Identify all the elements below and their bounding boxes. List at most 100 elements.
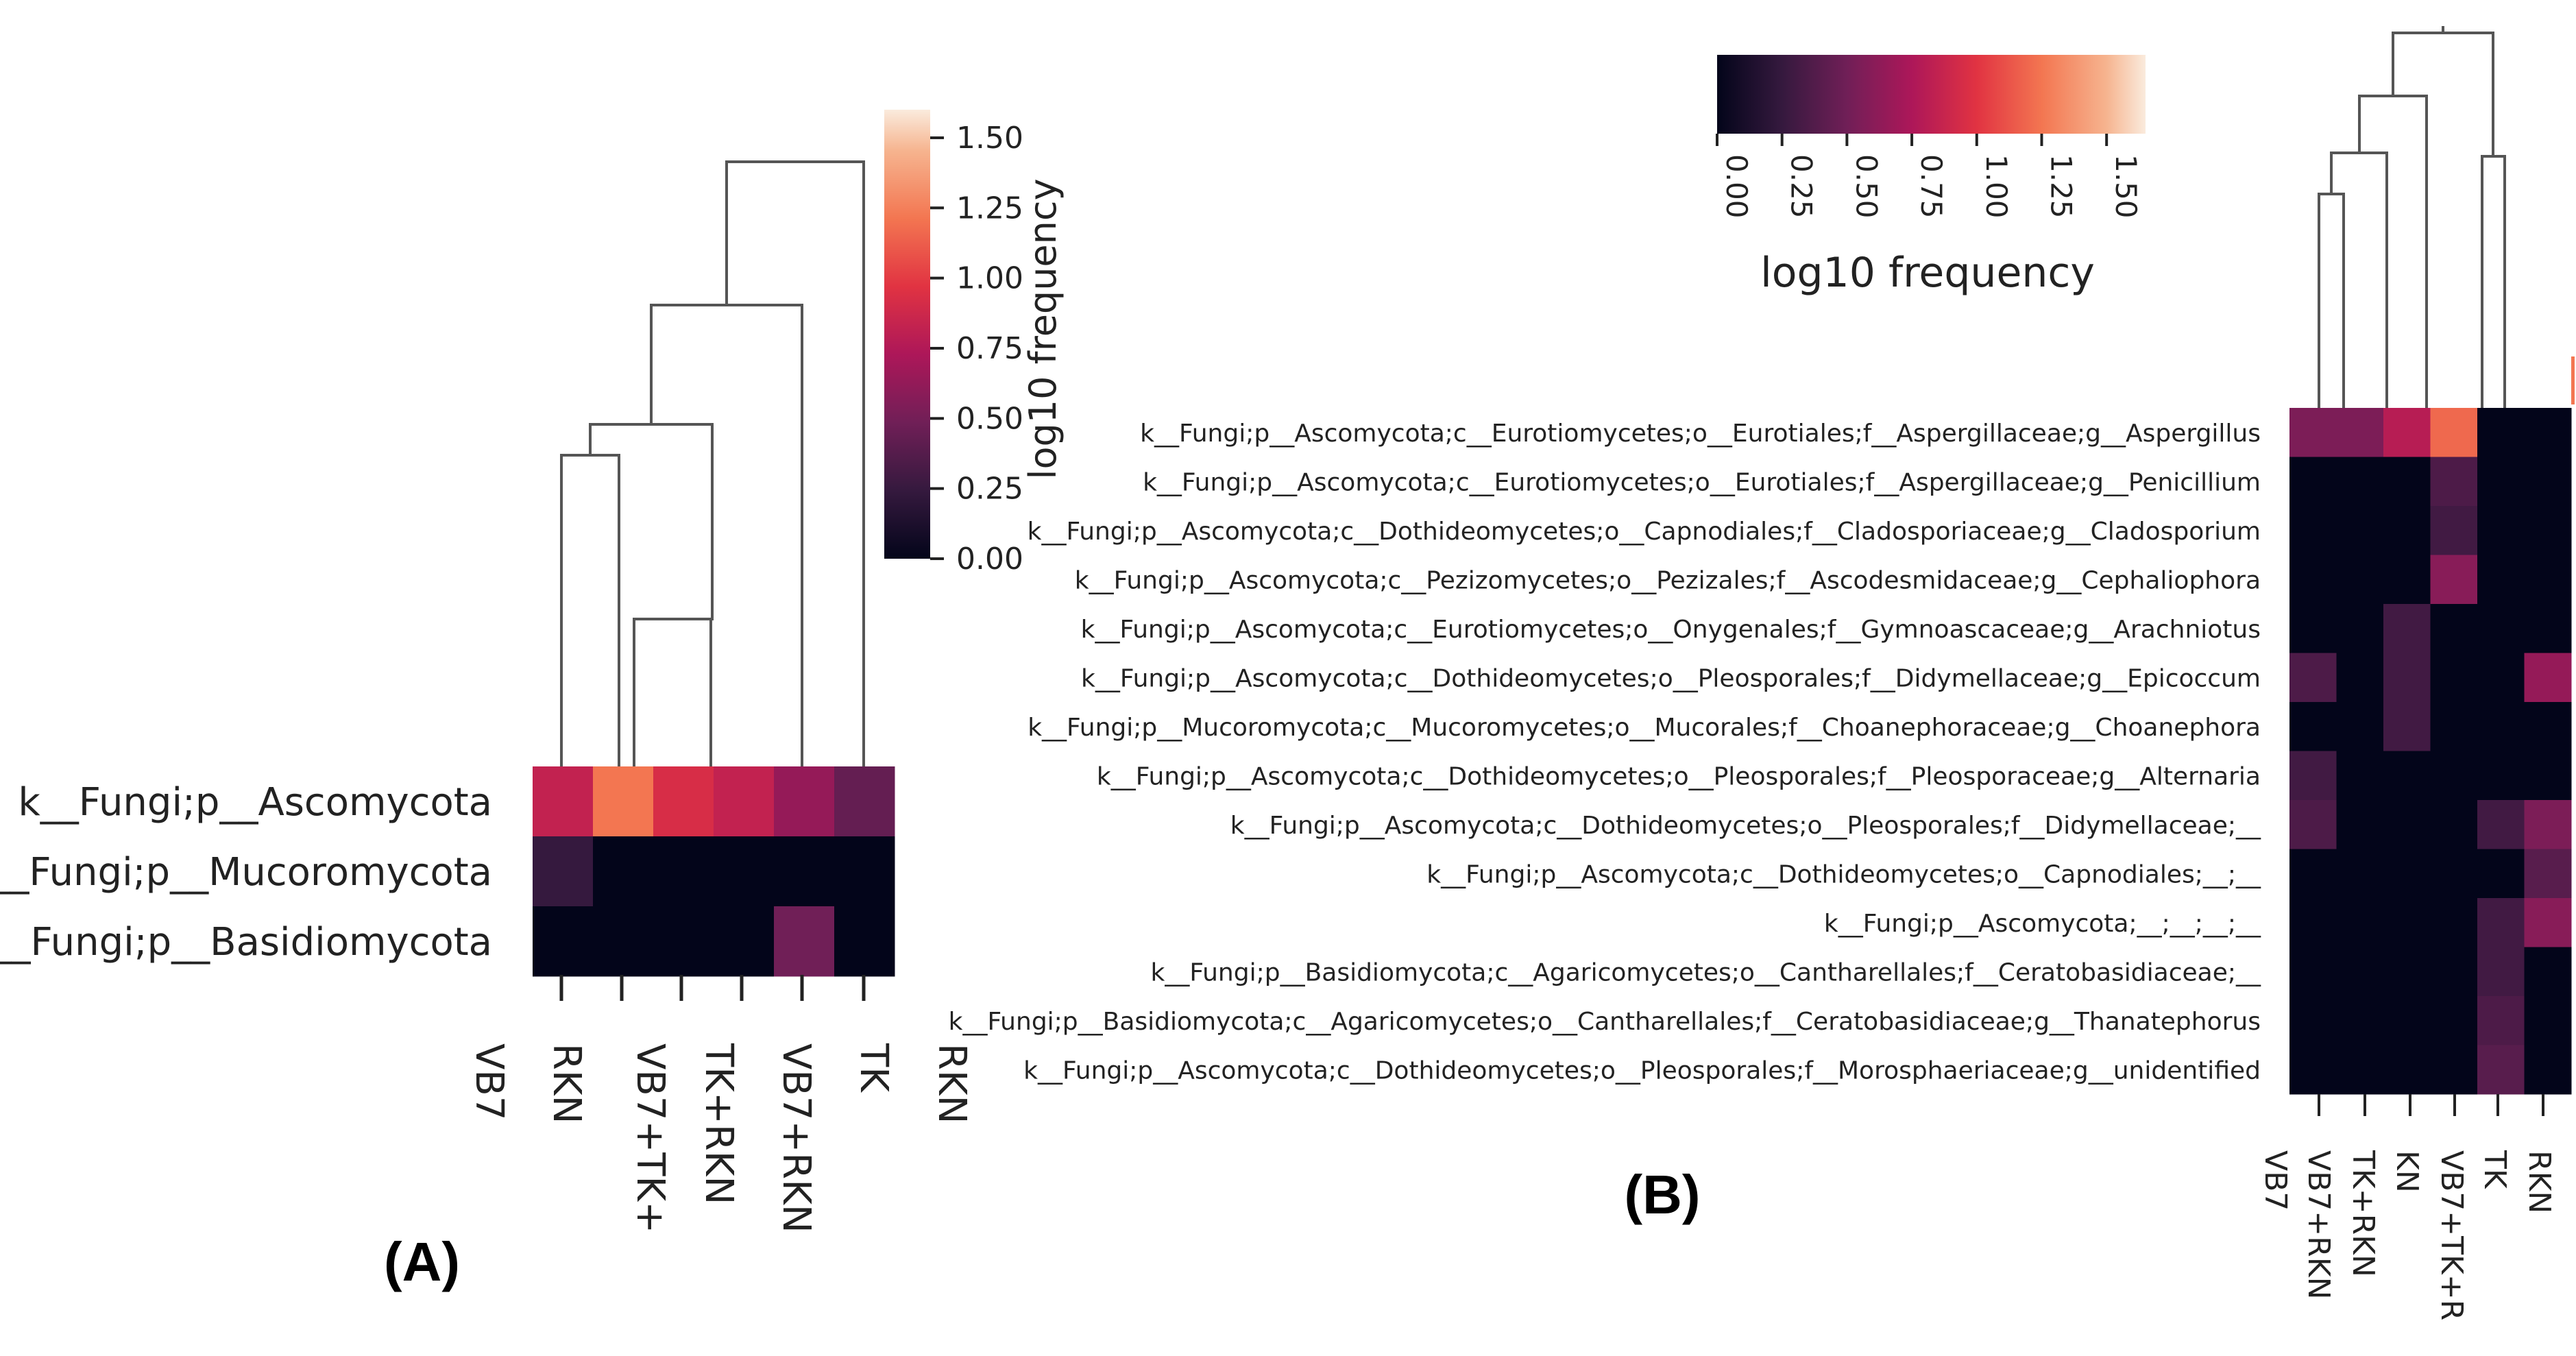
heatmap-cell (2336, 604, 2384, 653)
heatmap-cell (2289, 849, 2337, 899)
heatmap-cell (2524, 457, 2572, 507)
colorbar-tick-label: 0.75 (1915, 154, 1948, 219)
colorbar-tick-label: 1.25 (956, 191, 1023, 226)
colorbar-tick-label: 1.00 (956, 261, 1023, 296)
heatmap-cell (2336, 408, 2384, 457)
colorbar-tick-label: 0.25 (956, 472, 1023, 507)
panel-b-col-labels: VB7 VB7+RKN TK+RKN KN VB7+TK+R TK RKN (2258, 1094, 2557, 1320)
row-label: k__Fungi;p__Ascomycota;c__Eurotiomycetes… (1143, 468, 2261, 496)
colorbar-a-ticks: 0.00 0.25 0.50 0.75 1.00 1.25 1.50 (930, 121, 1023, 577)
heatmap-cell (2430, 849, 2478, 899)
heatmap-cell (2430, 506, 2478, 555)
heatmap-cell (2336, 555, 2384, 605)
heatmap-cell (2383, 751, 2431, 801)
colorbar-b-gradient (1717, 55, 2146, 134)
heatmap-cell (774, 766, 835, 837)
dendrogram-link (650, 304, 803, 780)
heatmap-cell (2383, 604, 2431, 653)
dendrogram-link (2481, 155, 2506, 408)
heatmap-cell (593, 766, 654, 837)
colorbar-tick-label: 1.25 (2044, 154, 2078, 219)
col-label: TK+RKN (2346, 1150, 2381, 1277)
heatmap-cell (2289, 800, 2337, 849)
heatmap-cell (2336, 800, 2384, 849)
heatmap-cell (2524, 947, 2572, 997)
row-label: k__Fungi;p__Basidiomycota (0, 920, 492, 965)
heatmap-cell (2524, 751, 2572, 801)
heatmap-cell (653, 836, 714, 907)
heatmap-cell (2524, 653, 2572, 703)
heatmap-cell (2430, 1045, 2478, 1095)
heatmap-cell (2430, 996, 2478, 1045)
row-label: k__Fungi;p__Ascomycota;c__Eurotiomycetes… (1140, 420, 2261, 448)
heatmap-cell (653, 766, 714, 837)
heatmap-cell (2336, 751, 2384, 801)
heatmap-cell (774, 906, 835, 977)
col-label: RKN (544, 1043, 589, 1124)
heatmap-cell (2383, 653, 2431, 703)
heatmap-cell (2430, 408, 2478, 457)
row-label: k__Fungi;p__Basidiomycota;c__Agaricomyce… (1151, 958, 2261, 986)
heatmap-cell (2430, 702, 2478, 751)
col-label: VB7 (467, 1043, 511, 1120)
panel-b-label: (B) (1624, 1164, 1700, 1225)
heatmap-cell (714, 836, 775, 907)
col-label: VB7+RKN (774, 1043, 818, 1233)
heatmap-cell (2289, 408, 2337, 457)
colorbar-a-label: log10 frequency (1021, 178, 1065, 479)
colorbar-tick-label: 0.75 (956, 331, 1023, 366)
heatmap-cell (2524, 555, 2572, 605)
heatmap-cell (2524, 702, 2572, 751)
dendrogram-link (2358, 95, 2428, 408)
heatmap-cell (2383, 702, 2431, 751)
row-label: k__Fungi;p__Ascomycota;c__Eurotiomycetes… (1081, 616, 2261, 644)
heatmap-cell (2289, 996, 2337, 1045)
colorbar-tick-label: 1.50 (956, 121, 1023, 156)
heatmap-cell (2383, 849, 2431, 899)
heatmap-cell (2477, 702, 2525, 751)
heatmap-cell (2477, 408, 2525, 457)
heatmap-cell (2524, 408, 2572, 457)
col-label: VB7+RKN (2301, 1150, 2336, 1300)
panel-a-colorbar: 0.00 0.25 0.50 0.75 1.00 1.25 1.50 log10 frequ… (884, 110, 1065, 577)
heatmap-cell (2336, 702, 2384, 751)
heatmap-cell (2430, 898, 2478, 947)
heatmap-cell (2289, 506, 2337, 555)
heatmap-cell (2289, 653, 2337, 703)
col-label: VB7 (2258, 1150, 2293, 1211)
heatmap-cell (834, 766, 895, 837)
heatmap-cell (2289, 898, 2337, 947)
colorbar-tick-label: 0.50 (956, 401, 1023, 436)
heatmap-cell (2524, 1045, 2572, 1095)
heatmap-cell (533, 906, 594, 977)
heatmap-cell (2336, 1045, 2384, 1095)
heatmap-cell (2336, 996, 2384, 1045)
row-label: k__Fungi;p__Ascomycota;c__Dothideomycete… (1023, 1056, 2261, 1085)
panel-a-cells (533, 766, 895, 977)
heatmap-cell (2430, 555, 2478, 605)
heatmap-cell (2383, 506, 2431, 555)
heatmap-cell (2430, 751, 2478, 801)
row-label: k__Fungi;p__Ascomycota;c__Dothideomycete… (1230, 812, 2261, 840)
heatmap-cell (2336, 898, 2384, 947)
row-label: k__Fungi;p__Mucoromycota;c__Mucoromycete… (1028, 714, 2261, 742)
heatmap-cell (2477, 849, 2525, 899)
heatmap-cell (2383, 555, 2431, 605)
heatmap-cell (2477, 751, 2525, 801)
heatmap-cell (2289, 702, 2337, 751)
col-label: TK+RKN (696, 1043, 741, 1204)
heatmap-cell (2336, 947, 2384, 997)
dendrogram-link (725, 160, 865, 780)
heatmap-cell (2524, 898, 2572, 947)
heatmap-cell (2477, 506, 2525, 555)
heatmap-cell (2289, 604, 2337, 653)
heatmap-cell (2430, 947, 2478, 997)
colorbar-tick-label: 0.00 (1720, 154, 1753, 219)
heatmap-cell (2289, 555, 2337, 605)
heatmap-cell (2524, 506, 2572, 555)
heatmap-cell (2477, 555, 2525, 605)
col-label: VB7+TK+R (2434, 1150, 2469, 1320)
row-label: k__Fungi;p__Ascomycota (18, 780, 492, 825)
